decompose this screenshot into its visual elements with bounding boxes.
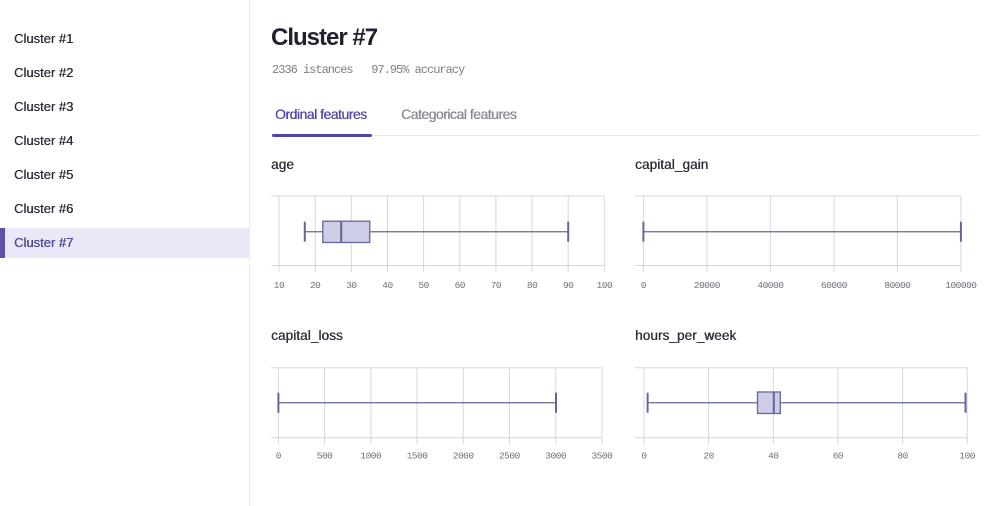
svg-text:80: 80 xyxy=(527,280,538,291)
svg-text:3500: 3500 xyxy=(591,451,613,462)
svg-text:2000: 2000 xyxy=(453,451,475,462)
svg-text:90: 90 xyxy=(563,280,574,291)
svg-text:20: 20 xyxy=(310,280,321,291)
svg-text:100: 100 xyxy=(959,451,975,462)
svg-text:100: 100 xyxy=(597,280,613,291)
svg-text:60: 60 xyxy=(833,451,844,462)
svg-text:10: 10 xyxy=(274,280,285,291)
svg-text:80: 80 xyxy=(897,451,908,462)
svg-text:0: 0 xyxy=(641,280,647,291)
svg-text:0: 0 xyxy=(641,451,647,462)
svg-text:100000: 100000 xyxy=(945,280,977,291)
svg-text:1000: 1000 xyxy=(360,451,382,462)
svg-text:50: 50 xyxy=(418,280,429,291)
svg-text:30: 30 xyxy=(346,280,357,291)
svg-text:1500: 1500 xyxy=(407,451,429,462)
svg-text:3000: 3000 xyxy=(545,451,567,462)
svg-text:40: 40 xyxy=(382,280,393,291)
svg-text:80000: 80000 xyxy=(884,280,911,291)
svg-text:40000: 40000 xyxy=(757,280,784,291)
svg-text:20000: 20000 xyxy=(694,280,721,291)
svg-text:0: 0 xyxy=(276,451,282,462)
svg-text:20: 20 xyxy=(703,451,714,462)
svg-text:40: 40 xyxy=(768,451,779,462)
svg-text:60: 60 xyxy=(455,280,466,291)
svg-text:70: 70 xyxy=(491,280,502,291)
svg-text:60000: 60000 xyxy=(821,280,848,291)
svg-text:500: 500 xyxy=(317,451,333,462)
svg-text:2500: 2500 xyxy=(499,451,521,462)
